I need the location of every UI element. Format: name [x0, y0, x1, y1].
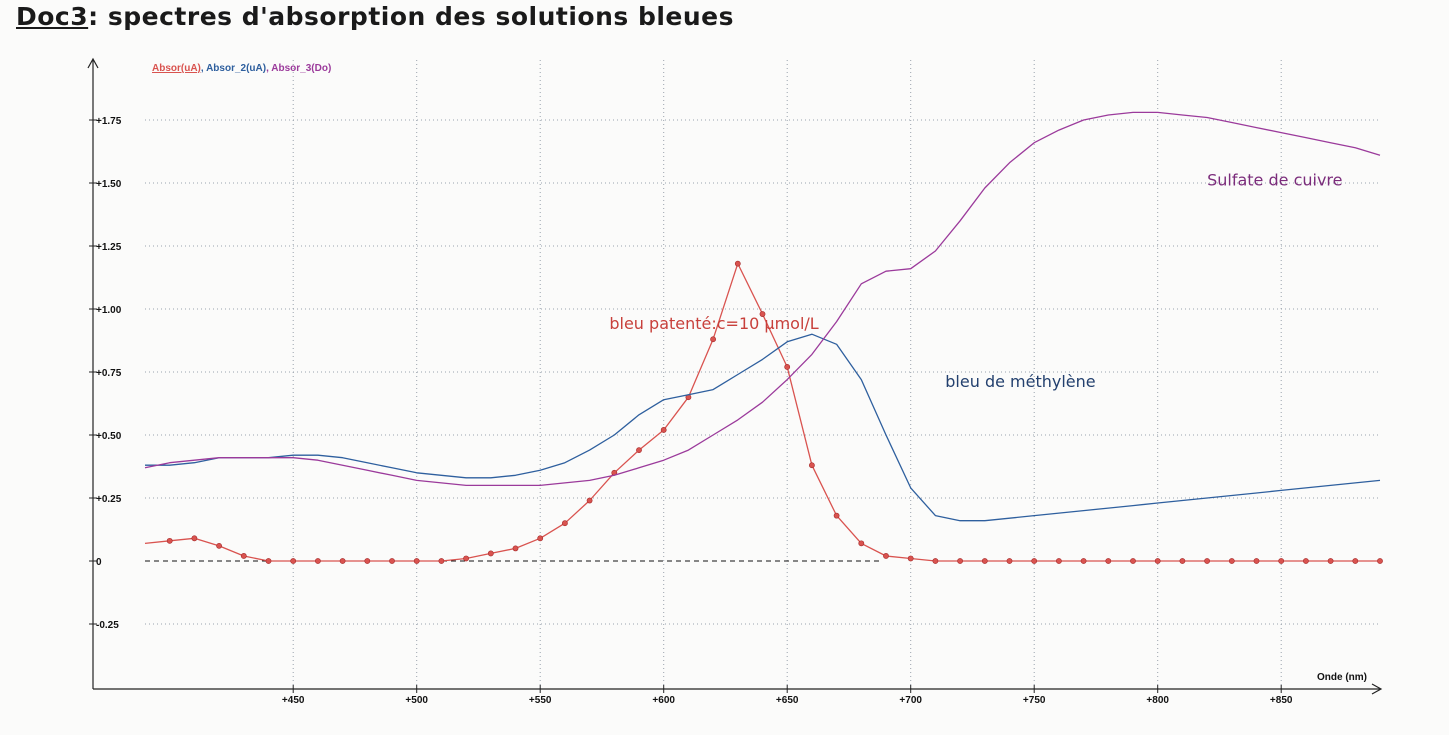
data-point: [858, 540, 865, 547]
data-point: [1253, 558, 1260, 564]
y-tick-label: 0: [96, 557, 102, 568]
chart-grid: [145, 60, 1380, 689]
data-point: [512, 545, 519, 552]
data-point: [314, 558, 321, 564]
x-tick-label: +600: [652, 695, 675, 706]
data-point: [883, 553, 889, 559]
data-point: [660, 427, 667, 433]
series-line-1: [144, 262, 1380, 562]
chart-legend: Absor(uA), Absor_2(uA), Absor_3(Do): [152, 63, 331, 74]
data-point: [1352, 558, 1359, 564]
data-point: [1031, 558, 1038, 564]
data-point: [166, 537, 173, 544]
data-point: [1080, 558, 1087, 564]
data-point: [265, 558, 272, 564]
data-point: [981, 558, 988, 564]
data-point: [438, 558, 445, 564]
data-point: [290, 558, 297, 564]
data-point: [191, 535, 198, 542]
y-tick-label: +1.75: [96, 116, 122, 127]
annotation-3: bleu de méthylène: [945, 372, 1095, 391]
data-point: [957, 558, 963, 564]
x-tick-label: +700: [899, 695, 922, 706]
y-tick-label: +0.25: [96, 494, 122, 505]
x-tick-label: +850: [1270, 695, 1293, 706]
series-line-3: [144, 111, 1381, 487]
data-point: [759, 311, 766, 317]
data-point: [240, 553, 247, 559]
series-line-2: [145, 333, 1381, 522]
page-title: Doc3: spectres d'absorption des solution…: [16, 2, 734, 31]
chart-annotations: Sulfate de cuivre bleu patenté:c=10 µmol/…: [609, 171, 1342, 392]
data-point: [1303, 558, 1309, 564]
y-tick-label: +1.00: [96, 305, 122, 316]
data-point: [413, 558, 420, 564]
data-point: [710, 336, 716, 343]
title-text: : spectres d'absorption des solutions bl…: [88, 2, 735, 31]
title-doc-ref: Doc3: [16, 2, 89, 31]
data-point: [562, 520, 568, 527]
x-tick-label: +750: [1023, 695, 1046, 706]
data-point: [339, 558, 346, 564]
data-point: [1228, 558, 1235, 564]
data-point: [389, 558, 395, 564]
y-tick-label: +1.25: [96, 242, 122, 253]
legend-entry-3: , Absor_3(Do): [266, 63, 331, 74]
data-point: [809, 462, 815, 469]
data-point: [907, 555, 914, 562]
data-point: [1105, 558, 1112, 564]
data-point: [487, 550, 494, 557]
x-tick-label: +650: [776, 695, 799, 706]
x-axis-title: Onde (nm): [1317, 672, 1367, 683]
annotation-2: bleu patenté:c=10 µmol/L: [609, 314, 818, 333]
data-point: [932, 558, 939, 564]
data-point: [784, 364, 791, 370]
data-point: [1154, 558, 1161, 564]
data-point: [1056, 558, 1062, 564]
data-point: [1179, 558, 1186, 564]
legend-text: Absor(uA), Absor_2(uA), Absor_3(Do): [152, 63, 331, 74]
y-tick-label: -0.25: [96, 620, 119, 631]
data-point: [586, 497, 593, 504]
y-tick-label: +0.50: [96, 431, 122, 442]
x-tick-label: +550: [529, 695, 552, 706]
annotation-1: Sulfate de cuivre: [1207, 171, 1342, 190]
x-tick-label: +800: [1146, 695, 1169, 706]
data-point: [1130, 558, 1136, 564]
data-point: [1327, 558, 1334, 564]
data-point: [216, 542, 222, 549]
data-point: [734, 260, 741, 267]
y-tick-label: +0.75: [96, 368, 122, 379]
x-tick-label: +450: [282, 695, 305, 706]
data-point: [364, 558, 371, 564]
x-tick-label: +500: [405, 695, 428, 706]
data-point: [636, 447, 642, 454]
legend-entry-2: , Absor_2(uA): [201, 63, 266, 74]
data-point: [1278, 558, 1285, 564]
data-point: [1006, 558, 1013, 564]
data-point: [1377, 558, 1383, 564]
y-tick-label: +1.50: [96, 179, 122, 190]
chart-series: [144, 111, 1383, 564]
data-point: [833, 512, 840, 519]
y-axis-arrow: [87, 57, 99, 69]
legend-entry-1: Absor(uA): [152, 63, 201, 74]
data-point: [1204, 558, 1210, 564]
data-point: [537, 535, 544, 542]
x-axis-arrow: [1371, 683, 1383, 695]
data-point: [463, 555, 469, 562]
chart-ticks: -0.25 0 +0.25 +0.50 +0.75 +1.00 +1.25 +1.50 +1.7…: [89, 116, 1367, 706]
chart-axes: [87, 57, 1383, 695]
